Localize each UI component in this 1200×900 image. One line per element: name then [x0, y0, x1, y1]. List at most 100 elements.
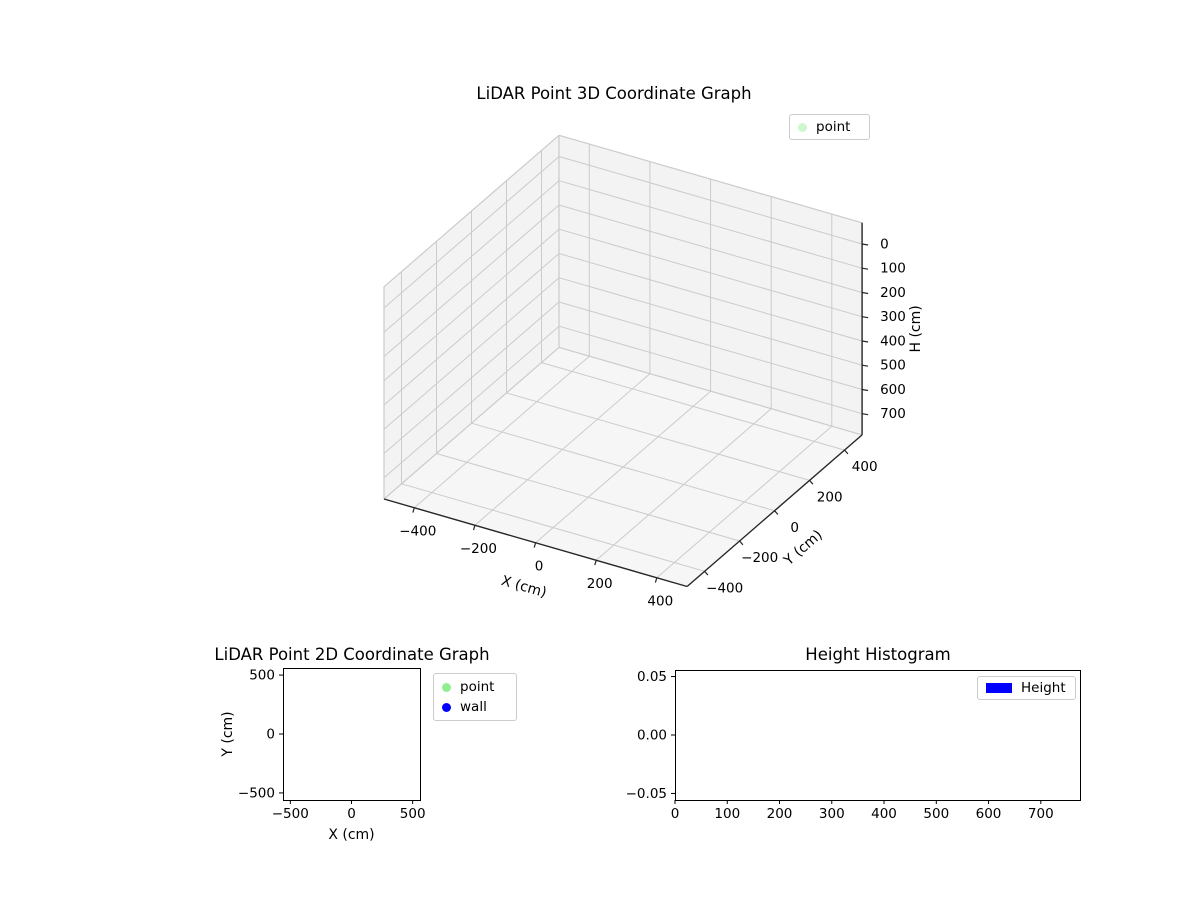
y-axis-label: Y (cm): [220, 711, 236, 757]
y-axis-label: Y (cm): [780, 527, 825, 569]
line: [383, 253, 560, 406]
line: [383, 180, 560, 333]
tick-label: 0: [347, 806, 356, 822]
legend-label-point: point: [816, 119, 851, 135]
tick-label: 0: [880, 237, 889, 253]
line: [809, 480, 814, 485]
line: [862, 267, 869, 270]
line: [436, 453, 740, 542]
line: [383, 204, 560, 357]
line: [383, 156, 560, 309]
line: [472, 525, 476, 531]
legend-label-point: point: [460, 679, 495, 695]
legend-entry-height: Height: [986, 680, 1066, 696]
tick-label: 600: [976, 806, 1002, 822]
line: [401, 483, 705, 572]
tick-label: 0: [535, 559, 544, 575]
line: [654, 577, 658, 583]
wall-marker-icon: [442, 702, 451, 712]
tick-label: −400: [706, 580, 743, 596]
line: [558, 156, 863, 245]
plot3d-legend: point: [789, 114, 870, 140]
line: [558, 228, 863, 318]
tick-label: 300: [819, 806, 845, 822]
tick-label: 500: [923, 806, 949, 822]
tick-label: 0: [266, 727, 275, 743]
point-marker-icon: [798, 122, 807, 132]
tick-label: −200: [741, 550, 778, 566]
legend-entry-point: point: [798, 118, 860, 136]
line: [862, 388, 869, 392]
tick-label: −200: [460, 541, 497, 557]
line: [383, 346, 560, 500]
line: [739, 540, 744, 546]
line: [862, 413, 869, 416]
tick-label: 400: [647, 594, 673, 610]
line: [844, 449, 849, 455]
line: [558, 204, 863, 293]
line: [558, 301, 863, 390]
line: [558, 253, 863, 342]
plot3d-title: LiDAR Point 3D Coordinate Graph: [476, 84, 752, 103]
line: [558, 277, 863, 366]
line: [558, 325, 863, 415]
plot2d-title: LiDAR Point 2D Coordinate Graph: [214, 645, 490, 664]
tick-label: 300: [880, 309, 906, 325]
hist-title: Height Histogram: [805, 645, 951, 664]
axes-frame: [283, 668, 421, 801]
plot2d-legend: point wall: [433, 673, 517, 721]
tick-label: 0: [671, 806, 680, 822]
x-axis-label: X (cm): [328, 827, 374, 843]
line: [541, 362, 845, 451]
line: [862, 243, 869, 246]
tick-label: 600: [880, 382, 906, 398]
z-axis-label: H (cm): [908, 305, 924, 352]
tick-label: 400: [871, 806, 897, 822]
line: [558, 346, 863, 436]
line: [533, 542, 537, 548]
line: [383, 228, 560, 382]
legend-label-wall: wall: [460, 699, 487, 715]
legend-entry-wall: wall: [442, 697, 507, 717]
line: [383, 301, 560, 454]
tick-label: 0.00: [637, 728, 667, 744]
tick-label: 500: [880, 358, 906, 374]
line: [383, 277, 560, 430]
hist-legend: Height: [977, 676, 1076, 700]
point-marker-icon: [442, 682, 451, 692]
tick-label: 0: [790, 520, 799, 536]
line: [594, 560, 597, 566]
tick-label: 200: [817, 489, 843, 505]
tick-label: 100: [880, 261, 906, 277]
tick-label: −500: [238, 785, 275, 801]
tick-label: 700: [880, 406, 906, 422]
line: [862, 364, 869, 367]
legend-label-height: Height: [1021, 680, 1066, 696]
tick-label: −400: [399, 524, 436, 540]
tick-label: −500: [272, 806, 309, 822]
line: [471, 422, 775, 512]
tick-label: 500: [249, 668, 275, 684]
line: [774, 510, 779, 515]
line: [383, 134, 560, 288]
line: [704, 570, 709, 576]
line: [412, 507, 415, 513]
line: [383, 498, 688, 588]
line: [383, 325, 560, 479]
line: [862, 316, 869, 319]
height-swatch-icon: [986, 683, 1012, 693]
tick-label: 500: [400, 806, 426, 822]
tick-label: 100: [714, 806, 740, 822]
plot3d-canvas: −400 −200 0 200 400 X (cm) −400 −200 0 200 400 Y (c…: [383, 134, 924, 610]
tick-label: −0.05: [626, 786, 667, 802]
tick-label: 700: [1028, 806, 1054, 822]
tick-label: 400: [852, 459, 878, 475]
line: [506, 392, 810, 481]
tick-label: 200: [880, 285, 906, 301]
line: [558, 134, 863, 224]
tick-label: 200: [767, 806, 793, 822]
x-axis-label: X (cm): [499, 573, 548, 601]
tick-label: 400: [880, 334, 906, 350]
